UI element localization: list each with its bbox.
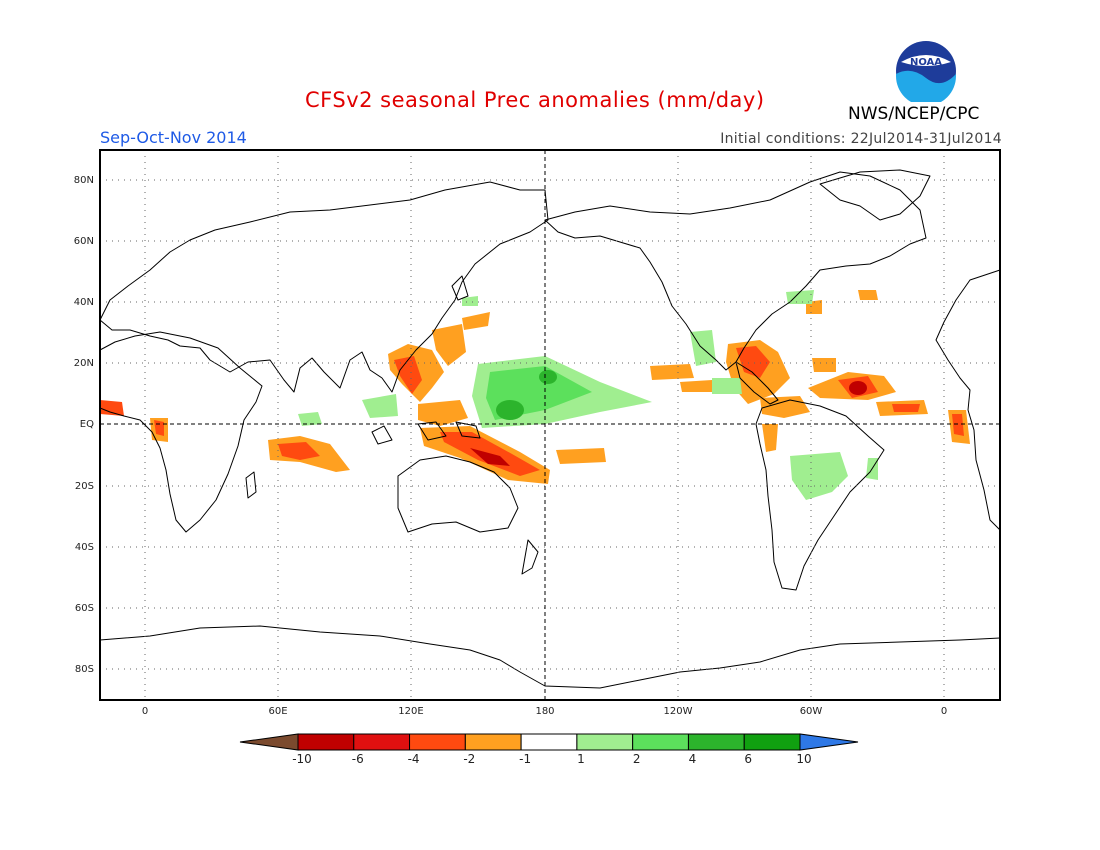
agency-label: NWS/NCEP/CPC	[848, 104, 980, 124]
colorbar-label: -4	[408, 752, 420, 766]
lon-tick-5: 60W	[800, 706, 823, 717]
noaa-logo: NOAA	[895, 40, 957, 106]
graticule	[100, 150, 1000, 700]
colorbar-label: -2	[463, 752, 475, 766]
map-frame	[99, 149, 1001, 701]
colorbar-label: 6	[744, 752, 752, 766]
lat-tick-20s: 20S	[75, 481, 94, 492]
colorbar-bin-8	[743, 733, 801, 751]
lat-tick-40n: 40N	[74, 297, 94, 308]
anomaly-shading	[100, 290, 970, 500]
colorbar-bin-2	[409, 733, 466, 751]
colorbar-label: 4	[689, 752, 697, 766]
colorbar-label: 10	[796, 752, 811, 766]
colorbar-label: -6	[352, 752, 364, 766]
lat-tick-60n: 60N	[74, 236, 94, 247]
coastlines	[99, 169, 1001, 689]
colorbar-label: 1	[577, 752, 585, 766]
lat-tick-eq: EQ	[80, 419, 94, 430]
lon-tick-3: 180	[535, 706, 554, 717]
colorbar-label: -1	[519, 752, 531, 766]
colorbar-label: 2	[633, 752, 641, 766]
lat-tick-80s: 80S	[75, 664, 94, 675]
lon-tick-0: 0	[142, 706, 148, 717]
season-label: Sep-Oct-Nov 2014	[100, 128, 247, 147]
initial-conditions-label: Initial conditions: 22Jul2014-31Jul2014	[720, 131, 1002, 147]
colorbar-bin-1	[353, 733, 411, 751]
colorbar-low-arrow	[239, 733, 299, 751]
colorbar-high-arrow	[799, 733, 859, 751]
colorbar-bin-6	[632, 733, 689, 751]
lon-tick-6: 0	[941, 706, 947, 717]
logo-text: NOAA	[910, 57, 942, 68]
lat-tick-60s: 60S	[75, 603, 94, 614]
colorbar-bin-3	[464, 733, 522, 751]
lon-tick-labels: 0 60E 120E 180 120W 60W 0	[142, 706, 947, 717]
colorbar-bin-4	[520, 733, 578, 751]
colorbar-bin-7	[687, 733, 745, 751]
lon-tick-1: 60E	[268, 706, 287, 717]
lat-tick-40s: 40S	[75, 542, 94, 553]
lat-tick-20n: 20N	[74, 358, 94, 369]
lat-tick-labels: 80N 60N 40N 20N EQ 20S 40S 60S 80S	[74, 175, 94, 675]
chart-title: CFSv2 seasonal Prec anomalies (mm/day)	[305, 88, 765, 112]
lon-tick-4: 120W	[664, 706, 693, 717]
colorbar: -10 -6 -4 -2 -1 1 2 4 6 10	[239, 733, 859, 766]
colorbar-bin-0	[297, 733, 355, 751]
colorbar-bin-5	[576, 733, 634, 751]
lon-tick-2: 120E	[398, 706, 423, 717]
lat-tick-80n: 80N	[74, 175, 94, 186]
colorbar-label: -10	[292, 752, 312, 766]
